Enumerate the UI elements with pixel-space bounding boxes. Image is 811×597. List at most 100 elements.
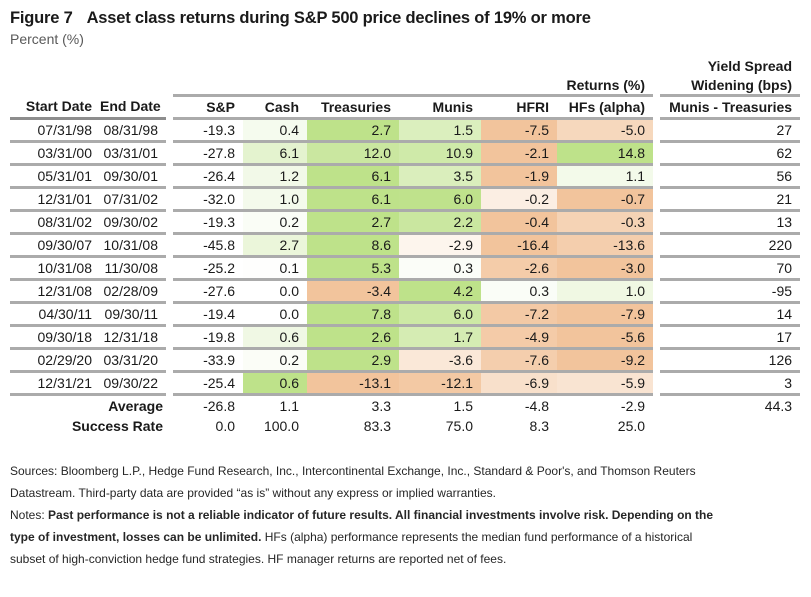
yield-spread-cell: 220 bbox=[660, 233, 801, 258]
column-gap bbox=[166, 416, 173, 436]
figure-label: Figure 7 bbox=[10, 9, 73, 27]
column-gap bbox=[166, 165, 173, 188]
summary-value-cell: 0.0 bbox=[215, 418, 235, 434]
table-row: 05/31/01 09/30/01 -26.4 1.2 6.1 3.5 -1.9 1.1 56 bbox=[10, 164, 801, 189]
start-date-cell: 02/29/20 bbox=[10, 348, 100, 373]
return-value-cell: 1.1 bbox=[557, 164, 654, 189]
start-date-cell: 12/31/21 bbox=[10, 371, 100, 396]
column-gap bbox=[653, 188, 660, 211]
return-value-cell: 8.6 bbox=[307, 233, 399, 258]
return-value-cell: -27.6 bbox=[173, 279, 243, 304]
return-value-cell: 1.5 bbox=[399, 118, 481, 143]
column-gap bbox=[653, 395, 660, 417]
table-row: 09/30/18 12/31/18 -19.8 0.6 2.6 1.7 -4.9 -5.6 17 bbox=[10, 325, 801, 350]
figure-subtitle: Percent (%) bbox=[10, 31, 84, 47]
return-value-cell: -13.1 bbox=[307, 371, 399, 396]
return-value-cell: -5.6 bbox=[557, 325, 654, 350]
column-gap bbox=[653, 211, 660, 234]
col-header-munis: Munis bbox=[399, 95, 481, 120]
yield-spread-header-line1: Yield Spread bbox=[707, 57, 793, 74]
yield-spread-cell: 14 bbox=[660, 302, 801, 327]
return-value-cell: -19.3 bbox=[173, 118, 243, 143]
notes-line-3: subset of high-conviction hedge fund str… bbox=[10, 552, 507, 566]
return-value-cell: -7.6 bbox=[481, 348, 557, 373]
return-value-cell: -0.3 bbox=[557, 210, 654, 235]
return-value-cell: -33.9 bbox=[173, 348, 243, 373]
return-value-cell: 10.9 bbox=[399, 141, 481, 166]
end-date-cell: 12/31/18 bbox=[100, 325, 166, 350]
notes-line-2: type of investment, losses can be unlimi… bbox=[10, 526, 801, 548]
return-value-cell: 0.3 bbox=[399, 256, 481, 281]
return-value-cell: 6.1 bbox=[307, 187, 399, 212]
summary-row: Average -26.8 1.1 3.3 1.5 -4.8 -2.9 44.3 bbox=[10, 395, 800, 417]
return-value-cell: 3.5 bbox=[399, 164, 481, 189]
column-gap bbox=[166, 280, 173, 303]
returns-group-header: Returns (%) bbox=[173, 75, 654, 97]
table-row: 04/30/11 09/30/11 -19.4 0.0 7.8 6.0 -7.2 -7.9 14 bbox=[10, 302, 801, 327]
summary-label: Average bbox=[108, 398, 163, 414]
start-date-cell: 12/31/01 bbox=[10, 187, 100, 212]
summary-value-cell: 83.3 bbox=[363, 418, 391, 434]
start-date-cell: 12/31/08 bbox=[10, 279, 100, 304]
yield-spread-cell: 17 bbox=[660, 325, 801, 350]
table-row: 08/31/02 09/30/02 -19.3 0.2 2.7 2.2 -0.4 -0.3 13 bbox=[10, 210, 801, 235]
return-value-cell: -3.0 bbox=[557, 256, 654, 281]
return-value-cell: -13.6 bbox=[557, 233, 654, 258]
column-gap bbox=[166, 211, 173, 234]
summary-value-cell: 3.3 bbox=[371, 398, 391, 414]
return-value-cell: 0.0 bbox=[243, 302, 307, 327]
column-gap bbox=[653, 416, 660, 436]
return-value-cell: -19.8 bbox=[173, 325, 243, 350]
yield-spread-cell: 21 bbox=[660, 187, 801, 212]
end-date-cell: 09/30/11 bbox=[100, 302, 166, 327]
return-value-cell: -2.1 bbox=[481, 141, 557, 166]
return-value-cell: -19.4 bbox=[173, 302, 243, 327]
column-gap bbox=[653, 119, 660, 142]
return-value-cell: -12.1 bbox=[399, 371, 481, 396]
table-row: 02/29/20 03/31/20 -33.9 0.2 2.9 -3.6 -7.6 -9.2 1… bbox=[10, 348, 801, 373]
col-header-start-date: Start Date bbox=[10, 95, 100, 120]
start-date-cell: 03/31/00 bbox=[10, 141, 100, 166]
return-value-cell: 7.8 bbox=[307, 302, 399, 327]
return-value-cell: 6.1 bbox=[243, 141, 307, 166]
return-value-cell: -7.2 bbox=[481, 302, 557, 327]
column-gap bbox=[653, 257, 660, 280]
table-row: 12/31/21 09/30/22 -25.4 0.6 -13.1 -12.1 -6.9 -5… bbox=[10, 371, 801, 396]
return-value-cell: -3.6 bbox=[399, 348, 481, 373]
table-row: 12/31/01 07/31/02 -32.0 1.0 6.1 6.0 -0.2 -0.7 21 bbox=[10, 187, 801, 212]
column-gap bbox=[653, 349, 660, 372]
footnotes: Sources: Bloomberg L.P., Hedge Fund Rese… bbox=[10, 460, 801, 570]
returns-table: Yield Spread Returns (%) Widening (bps) … bbox=[10, 56, 801, 437]
summary-body: Average -26.8 1.1 3.3 1.5 -4.8 -2.9 44.3 Success… bbox=[10, 395, 800, 437]
return-value-cell: -7.9 bbox=[557, 302, 654, 327]
yield-spread-cell: 3 bbox=[660, 371, 801, 396]
summary-value-cell: 1.5 bbox=[453, 398, 473, 414]
yield-spread-cell: 70 bbox=[660, 256, 801, 281]
notes-bold-1: Past performance is not a reliable indic… bbox=[48, 508, 714, 522]
figure-page: Figure 7 Asset class returns during S&P 5… bbox=[10, 9, 801, 570]
return-value-cell: -32.0 bbox=[173, 187, 243, 212]
return-value-cell: 0.3 bbox=[481, 279, 557, 304]
column-gap bbox=[166, 349, 173, 372]
return-value-cell: -2.6 bbox=[481, 256, 557, 281]
return-value-cell: 0.2 bbox=[243, 348, 307, 373]
return-value-cell: 1.0 bbox=[243, 187, 307, 212]
end-date-cell: 09/30/22 bbox=[100, 371, 166, 396]
summary-value-cell: -26.8 bbox=[203, 398, 235, 414]
return-value-cell: 6.0 bbox=[399, 302, 481, 327]
return-value-cell: 2.2 bbox=[399, 210, 481, 235]
return-value-cell: 0.1 bbox=[243, 256, 307, 281]
end-date-cell: 10/31/08 bbox=[100, 233, 166, 258]
return-value-cell: 0.4 bbox=[243, 118, 307, 143]
start-date-cell: 05/31/01 bbox=[10, 164, 100, 189]
return-value-cell: -1.9 bbox=[481, 164, 557, 189]
return-value-cell: -16.4 bbox=[481, 233, 557, 258]
group-header-row-2: Returns (%) Widening (bps) bbox=[10, 75, 801, 97]
return-value-cell: 1.2 bbox=[243, 164, 307, 189]
return-value-cell: -5.0 bbox=[557, 118, 654, 143]
return-value-cell: -0.2 bbox=[481, 187, 557, 212]
column-gap bbox=[166, 326, 173, 349]
sources-line-2: Datastream. Third-party data are provide… bbox=[10, 486, 496, 500]
return-value-cell: 2.7 bbox=[307, 210, 399, 235]
summary-spread-cell: 44.3 bbox=[764, 398, 793, 414]
